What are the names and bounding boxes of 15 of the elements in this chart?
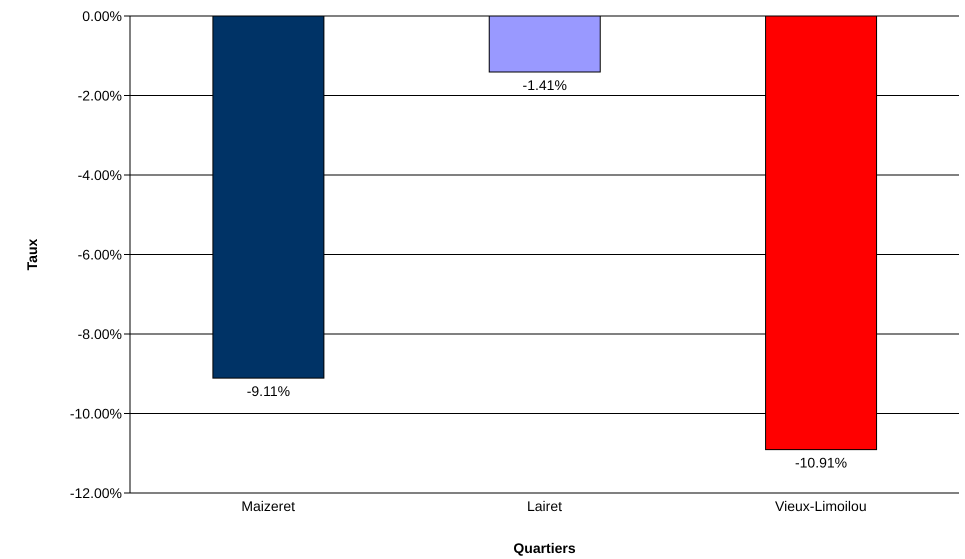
data-label: -1.41% [522,77,567,94]
x-tick-label: Lairet [526,498,562,514]
y-tick-label: -8.00% [78,326,122,342]
y-axis-title: Taux [24,238,40,270]
y-tick-label: 0.00% [82,8,122,24]
y-tick-label: -10.00% [70,405,122,422]
data-label: -10.91% [794,454,848,471]
y-tick-label: -4.00% [78,166,122,183]
x-axis-title: Quartiers [513,540,576,556]
x-tick-label: Maizeret [241,498,296,514]
data-label: -9.11% [246,383,290,400]
x-tick-label: Vieux-Limoilou [775,498,867,514]
y-tick-label: -6.00% [78,246,122,262]
y-tick-label: -12.00% [70,484,122,501]
y-tick-label: -2.00% [78,87,122,104]
